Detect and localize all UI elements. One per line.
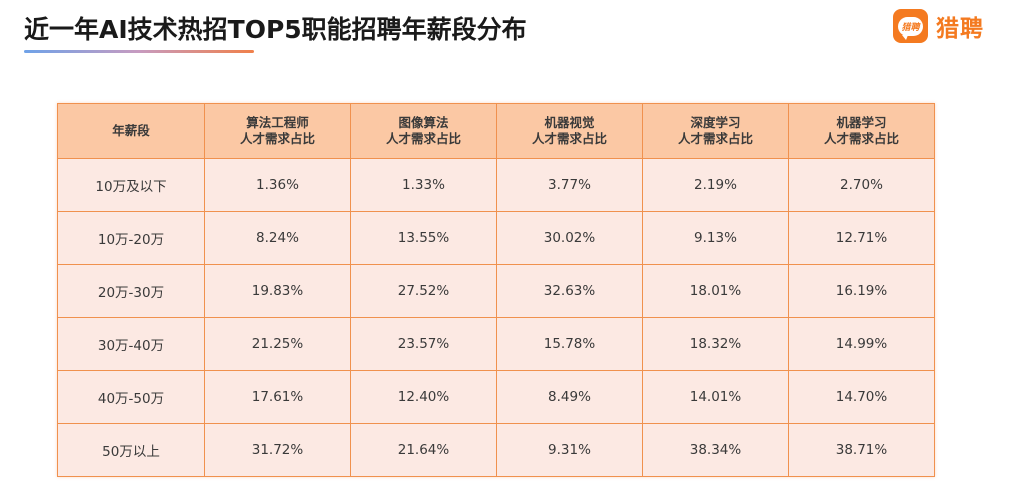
- liepin-logo-icon: 猎聘: [893, 9, 928, 43]
- column-header-salary-range: 年薪段: [57, 103, 205, 159]
- logo-text: 猎聘: [936, 16, 984, 42]
- column-header-machine-vision: 机器视觉 人才需求占比: [496, 103, 643, 159]
- table-cell: 14.99%: [788, 317, 935, 371]
- table-row: 10万-20万 8.24% 13.55% 30.02% 9.13% 12.71%: [57, 211, 935, 265]
- table-cell: 9.13%: [642, 211, 789, 265]
- table-row: 10万及以下 1.36% 1.33% 3.77% 2.19% 2.70%: [57, 158, 935, 212]
- column-header-image-algorithm: 图像算法 人才需求占比: [350, 103, 497, 159]
- table-cell: 12.71%: [788, 211, 935, 265]
- table-cell: 1.33%: [350, 158, 497, 212]
- table-cell: 21.64%: [350, 423, 497, 477]
- table-cell: 12.40%: [350, 370, 497, 424]
- table-cell: 15.78%: [496, 317, 643, 371]
- table-cell: 14.70%: [788, 370, 935, 424]
- table-cell: 14.01%: [642, 370, 789, 424]
- table-cell: 18.01%: [642, 264, 789, 318]
- table-row: 40万-50万 17.61% 12.40% 8.49% 14.01% 14.70…: [57, 370, 935, 424]
- table-cell: 21.25%: [204, 317, 351, 371]
- table-cell: 23.57%: [350, 317, 497, 371]
- table-cell: 30.02%: [496, 211, 643, 265]
- table-row: 20万-30万 19.83% 27.52% 32.63% 18.01% 16.1…: [57, 264, 935, 318]
- table-cell: 16.19%: [788, 264, 935, 318]
- table-cell: 38.34%: [642, 423, 789, 477]
- page-title: 近一年AI技术热招TOP5职能招聘年薪段分布: [24, 15, 527, 44]
- row-label: 20万-30万: [57, 264, 205, 318]
- row-label: 10万-20万: [57, 211, 205, 265]
- row-label: 40万-50万: [57, 370, 205, 424]
- table-cell: 38.71%: [788, 423, 935, 477]
- title-underline: [24, 50, 254, 53]
- table-cell: 2.70%: [788, 158, 935, 212]
- column-header-deep-learning: 深度学习 人才需求占比: [642, 103, 789, 159]
- table-cell: 19.83%: [204, 264, 351, 318]
- table-cell: 8.49%: [496, 370, 643, 424]
- table-row: 30万-40万 21.25% 23.57% 15.78% 18.32% 14.9…: [57, 317, 935, 371]
- table-cell: 3.77%: [496, 158, 643, 212]
- table-cell: 31.72%: [204, 423, 351, 477]
- table-cell: 8.24%: [204, 211, 351, 265]
- salary-distribution-table: 年薪段 算法工程师 人才需求占比 图像算法 人才需求占比 机器视觉 人才需求占比 深度…: [57, 103, 935, 477]
- table-cell: 9.31%: [496, 423, 643, 477]
- table-row: 50万以上 31.72% 21.64% 9.31% 38.34% 38.71%: [57, 423, 935, 477]
- salary-distribution-table-wrap: 年薪段 算法工程师 人才需求占比 图像算法 人才需求占比 机器视觉 人才需求占比 深度…: [57, 103, 935, 477]
- row-label: 50万以上: [57, 423, 205, 477]
- table-cell: 27.52%: [350, 264, 497, 318]
- speech-bubble-icon: 猎聘: [898, 16, 923, 40]
- table-cell: 2.19%: [642, 158, 789, 212]
- table-cell: 13.55%: [350, 211, 497, 265]
- column-header-machine-learning: 机器学习 人才需求占比: [788, 103, 935, 159]
- table-header-row: 年薪段 算法工程师 人才需求占比 图像算法 人才需求占比 机器视觉 人才需求占比 深度…: [57, 103, 935, 159]
- table-cell: 32.63%: [496, 264, 643, 318]
- row-label: 30万-40万: [57, 317, 205, 371]
- table-cell: 18.32%: [642, 317, 789, 371]
- column-header-algorithm-engineer: 算法工程师 人才需求占比: [204, 103, 351, 159]
- row-label: 10万及以下: [57, 158, 205, 212]
- liepin-logo: 猎聘 猎聘: [893, 9, 984, 43]
- table-cell: 1.36%: [204, 158, 351, 212]
- table-cell: 17.61%: [204, 370, 351, 424]
